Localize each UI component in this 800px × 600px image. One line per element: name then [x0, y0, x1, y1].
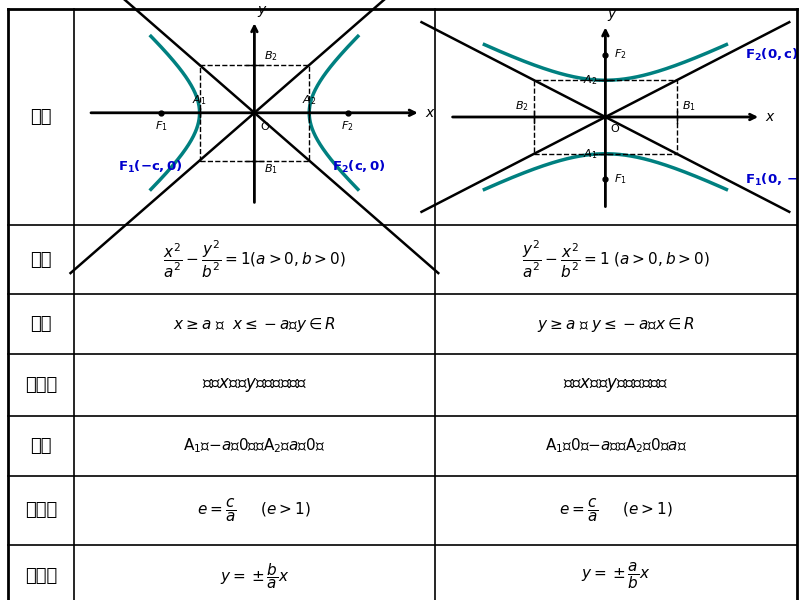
Text: 关于$x$轴、$y$轴、原点对称: 关于$x$轴、$y$轴、原点对称 [563, 376, 669, 394]
Text: 关于$x$轴、$y$轴、原点对称: 关于$x$轴、$y$轴、原点对称 [202, 376, 307, 394]
Bar [199, 65, 310, 161]
Text: $F_1$: $F_1$ [155, 119, 167, 133]
Text: $y=\pm\dfrac{b}{a}x$: $y=\pm\dfrac{b}{a}x$ [220, 561, 289, 590]
Text: $y$: $y$ [606, 8, 618, 23]
Text: 对称性: 对称性 [25, 376, 57, 394]
Text: $\dfrac{x^2}{a^2}-\dfrac{y^2}{b^2}=1(a>0,b>0)$: $\dfrac{x^2}{a^2}-\dfrac{y^2}{b^2}=1(a>0… [163, 239, 346, 280]
Text: $e=\dfrac{c}{a}$     $(e>1)$: $e=\dfrac{c}{a}$ $(e>1)$ [559, 497, 673, 524]
Text: 范围: 范围 [30, 315, 51, 333]
Text: $B_2$: $B_2$ [264, 49, 278, 63]
Text: 离心率: 离心率 [25, 501, 57, 519]
Text: $\bf{F_1(-c,0)}$: $\bf{F_1(-c,0)}$ [118, 160, 182, 175]
Text: $\rm A_1$（$-a$，$0$），$\rm A_2$（$a$，$0$）: $\rm A_1$（$-a$，$0$），$\rm A_2$（$a$，$0$） [183, 436, 326, 455]
Text: $F_1$: $F_1$ [614, 173, 626, 187]
Text: $A_1$: $A_1$ [192, 94, 207, 107]
Text: $B_1$: $B_1$ [682, 100, 696, 113]
Text: $y$: $y$ [258, 4, 268, 19]
Text: 顶点: 顶点 [30, 437, 51, 455]
Text: $A_1$: $A_1$ [582, 147, 597, 161]
Text: $B_2$: $B_2$ [515, 100, 529, 113]
Text: $y=\pm\dfrac{a}{b}x$: $y=\pm\dfrac{a}{b}x$ [582, 561, 650, 590]
Text: $A_2$: $A_2$ [583, 73, 597, 87]
Text: $y\geq a$ 或 $y\leq -a$，$x\in R$: $y\geq a$ 或 $y\leq -a$，$x\in R$ [537, 314, 695, 334]
Text: $\rm A_1$（$0$，$-a$），$\rm A_2$（$0$，$a$）: $\rm A_1$（$0$，$-a$），$\rm A_2$（$0$，$a$） [545, 436, 687, 455]
Text: $\bf{F_2(0,c)}$: $\bf{F_2(0,c)}$ [746, 46, 799, 62]
Text: O: O [611, 124, 620, 134]
Text: $B_1$: $B_1$ [264, 163, 278, 176]
Text: $x\geq a$ 或  $x\leq -a$，$y\in R$: $x\geq a$ 或 $x\leq -a$，$y\in R$ [173, 314, 336, 334]
Text: $\bf{F_2(c,0)}$: $\bf{F_2(c,0)}$ [332, 160, 386, 175]
Text: O: O [260, 122, 269, 132]
Bar [534, 80, 677, 154]
Text: $F_2$: $F_2$ [342, 119, 354, 133]
Text: $F_2$: $F_2$ [614, 47, 626, 61]
Text: 方程: 方程 [30, 251, 51, 269]
Text: 图形: 图形 [30, 108, 51, 126]
Text: $x$: $x$ [425, 106, 435, 120]
Text: $e=\dfrac{c}{a}$     $(e>1)$: $e=\dfrac{c}{a}$ $(e>1)$ [198, 497, 311, 524]
Text: $\dfrac{y^2}{a^2}-\dfrac{x^2}{b^2}=1\ (a>0,b>0)$: $\dfrac{y^2}{a^2}-\dfrac{x^2}{b^2}=1\ (a… [522, 239, 710, 280]
Text: $x$: $x$ [765, 110, 776, 124]
Text: $\bf{F_1(0,-c)}$: $\bf{F_1(0,-c)}$ [746, 172, 800, 188]
Text: 渐进线: 渐进线 [25, 566, 57, 584]
Text: $A_2$: $A_2$ [302, 94, 316, 107]
